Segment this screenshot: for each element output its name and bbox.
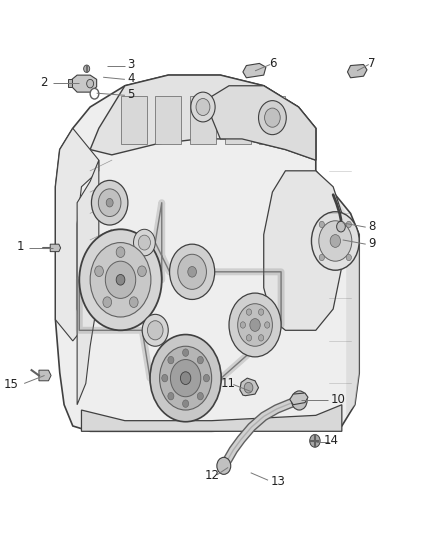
Circle shape — [346, 221, 351, 228]
Polygon shape — [290, 393, 308, 405]
Circle shape — [258, 101, 286, 135]
Circle shape — [319, 254, 325, 261]
Text: 2: 2 — [41, 76, 48, 88]
Circle shape — [196, 99, 210, 116]
Circle shape — [197, 392, 203, 400]
Text: 5: 5 — [127, 88, 135, 101]
Circle shape — [258, 335, 264, 341]
Circle shape — [188, 266, 197, 277]
Polygon shape — [320, 192, 359, 415]
Circle shape — [99, 189, 121, 216]
Circle shape — [162, 374, 168, 382]
Polygon shape — [264, 171, 342, 330]
Circle shape — [142, 314, 168, 346]
Circle shape — [346, 254, 351, 261]
Polygon shape — [72, 75, 97, 92]
Circle shape — [116, 274, 125, 285]
Text: 9: 9 — [368, 237, 376, 249]
Circle shape — [92, 180, 128, 225]
Polygon shape — [39, 370, 51, 381]
Polygon shape — [240, 378, 258, 395]
Polygon shape — [347, 64, 367, 78]
Circle shape — [246, 335, 251, 341]
Circle shape — [191, 92, 215, 122]
Circle shape — [84, 65, 90, 72]
Polygon shape — [77, 160, 99, 405]
Text: 4: 4 — [127, 72, 135, 85]
Circle shape — [229, 293, 281, 357]
Polygon shape — [212, 86, 316, 160]
Circle shape — [168, 392, 174, 400]
Circle shape — [95, 266, 103, 277]
Text: 6: 6 — [269, 57, 276, 70]
Circle shape — [170, 360, 201, 397]
Circle shape — [310, 434, 320, 447]
Polygon shape — [225, 96, 251, 144]
Circle shape — [203, 374, 209, 382]
Circle shape — [150, 335, 221, 422]
Circle shape — [159, 346, 212, 410]
Circle shape — [148, 321, 163, 340]
Circle shape — [240, 322, 245, 328]
Polygon shape — [259, 96, 286, 144]
Polygon shape — [67, 79, 72, 87]
Circle shape — [138, 235, 151, 250]
Circle shape — [79, 229, 162, 330]
Circle shape — [319, 221, 352, 261]
Circle shape — [183, 349, 189, 357]
Circle shape — [258, 309, 264, 316]
Text: 8: 8 — [368, 220, 376, 232]
Circle shape — [311, 212, 359, 270]
Circle shape — [168, 357, 174, 364]
Polygon shape — [155, 96, 181, 144]
Circle shape — [197, 357, 203, 364]
Circle shape — [246, 309, 251, 316]
Text: 3: 3 — [127, 58, 135, 71]
Circle shape — [178, 254, 206, 289]
Circle shape — [319, 221, 325, 228]
Text: 12: 12 — [205, 470, 219, 482]
Circle shape — [337, 221, 345, 232]
Circle shape — [130, 297, 138, 308]
Circle shape — [217, 457, 231, 474]
Circle shape — [90, 243, 151, 317]
Polygon shape — [50, 244, 60, 252]
Circle shape — [292, 391, 307, 410]
Text: 11: 11 — [221, 377, 236, 390]
Polygon shape — [120, 96, 147, 144]
Circle shape — [105, 261, 136, 298]
Circle shape — [238, 304, 272, 346]
Polygon shape — [56, 128, 99, 341]
Circle shape — [134, 229, 155, 256]
Circle shape — [116, 247, 125, 257]
Circle shape — [103, 297, 112, 308]
Polygon shape — [243, 63, 266, 78]
Circle shape — [265, 108, 280, 127]
Circle shape — [90, 88, 99, 99]
Circle shape — [183, 400, 189, 407]
Circle shape — [250, 319, 260, 332]
Circle shape — [138, 266, 146, 277]
Circle shape — [265, 322, 270, 328]
Polygon shape — [81, 405, 342, 431]
Text: 7: 7 — [367, 57, 375, 70]
Polygon shape — [90, 75, 316, 160]
Text: 1: 1 — [17, 240, 24, 253]
Circle shape — [106, 198, 113, 207]
Text: 13: 13 — [271, 475, 286, 488]
Circle shape — [87, 79, 94, 88]
Circle shape — [244, 382, 253, 393]
Text: 10: 10 — [331, 393, 346, 406]
Polygon shape — [56, 75, 359, 431]
Text: 14: 14 — [324, 434, 339, 447]
Polygon shape — [190, 96, 216, 144]
Circle shape — [170, 244, 215, 300]
Circle shape — [330, 235, 340, 247]
Text: 15: 15 — [4, 378, 19, 391]
Circle shape — [180, 372, 191, 384]
